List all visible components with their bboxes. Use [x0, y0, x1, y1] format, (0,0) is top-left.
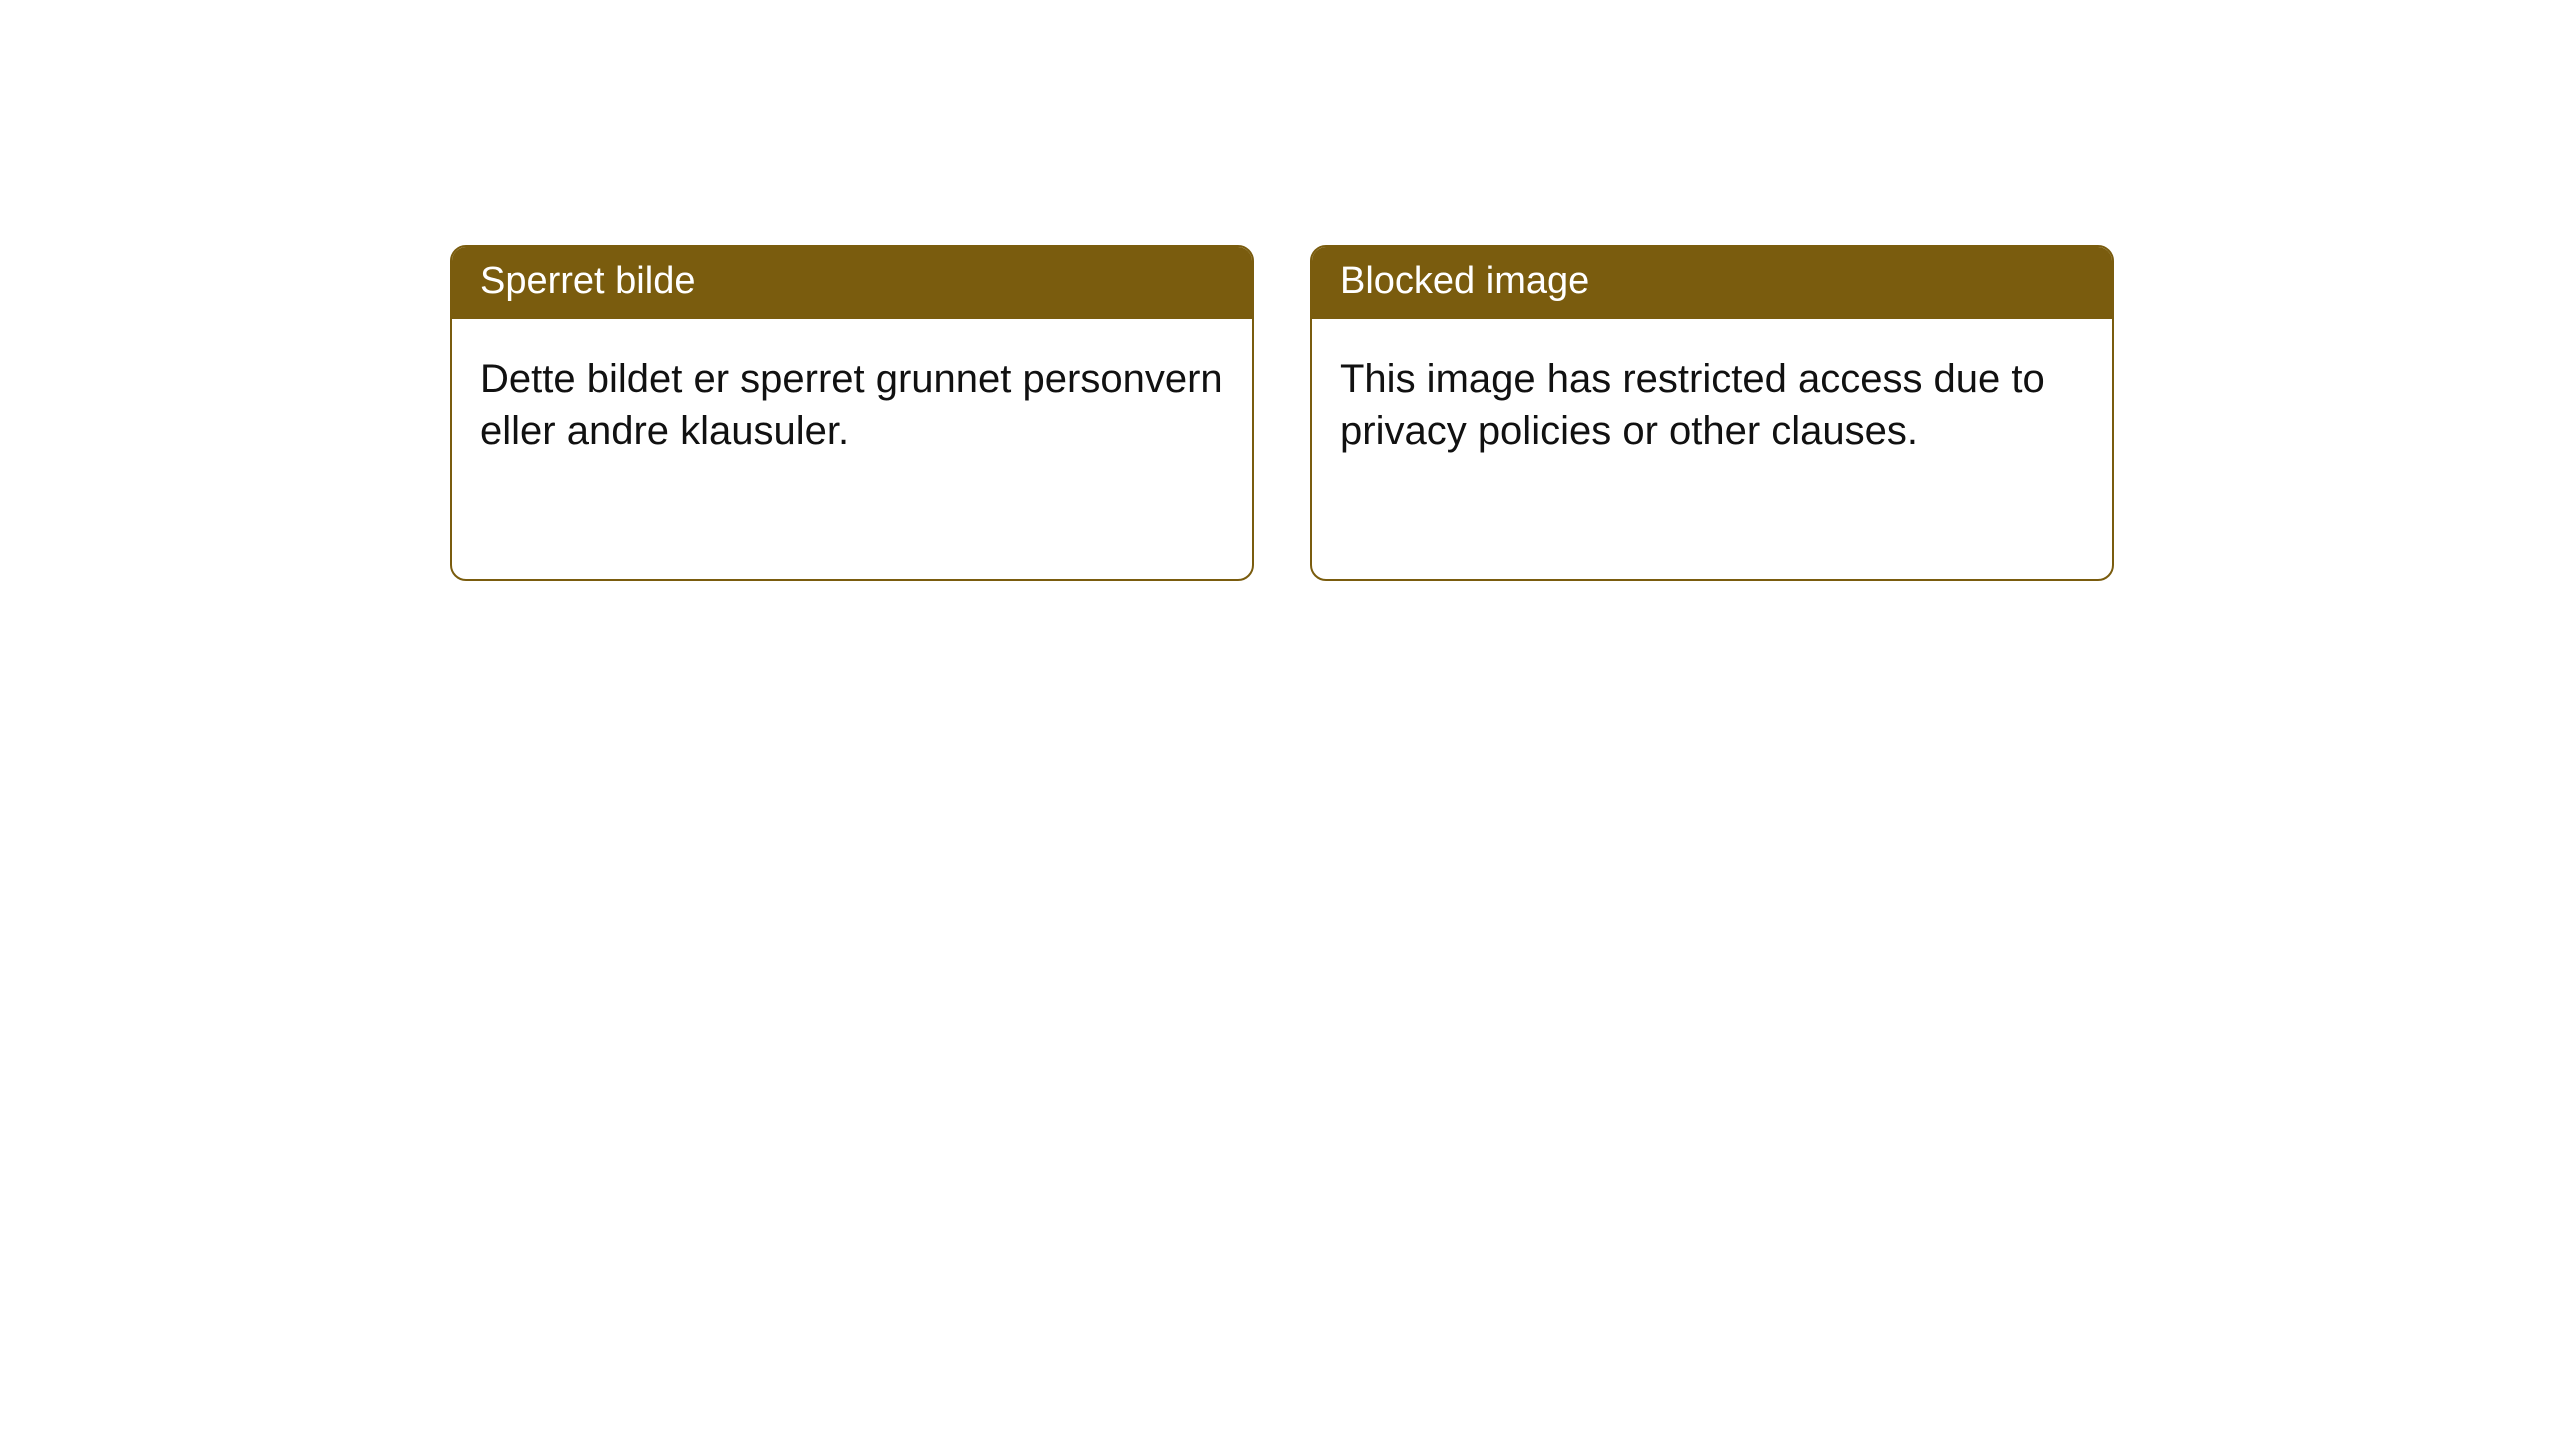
- notice-card-body: Dette bildet er sperret grunnet personve…: [452, 319, 1252, 485]
- notice-card-english: Blocked image This image has restricted …: [1310, 245, 2114, 581]
- notice-card-container: Sperret bilde Dette bildet er sperret gr…: [0, 0, 2560, 581]
- notice-card-body: This image has restricted access due to …: [1312, 319, 2112, 485]
- notice-card-title: Sperret bilde: [452, 247, 1252, 319]
- notice-card-norwegian: Sperret bilde Dette bildet er sperret gr…: [450, 245, 1254, 581]
- notice-card-title: Blocked image: [1312, 247, 2112, 319]
